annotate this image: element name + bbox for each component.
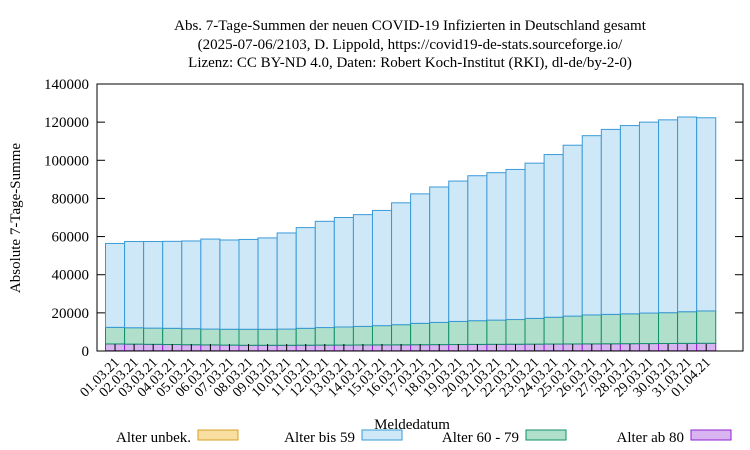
legend-label: Alter 60 - 79	[442, 430, 519, 446]
bar-alter-60-79-18.03.21	[429, 321, 450, 346]
bar-alter-bis-59-31.03.21	[677, 116, 698, 313]
bar-alter-60-79-06.03.21	[200, 328, 221, 346]
legend-swatch	[197, 429, 239, 441]
bar-alter-60-79-14.03.21	[352, 325, 373, 346]
bar-alter-60-79-13.03.21	[333, 326, 354, 346]
bar-alter-60-79-21.03.21	[486, 319, 507, 345]
bar-alter-60-79-25.03.21	[562, 315, 583, 345]
bar-alter-60-79-29.03.21	[638, 312, 660, 345]
legend-swatch	[361, 429, 403, 441]
bar-alter-60-79-26.03.21	[581, 314, 602, 345]
bar-alter-60-79-30.03.21	[658, 312, 679, 344]
bar-alter-bis-59-28.03.21	[619, 125, 640, 315]
y-axis-label: Absolute 7-Tage-Summe	[8, 143, 24, 294]
y-tick-label: 40000	[52, 268, 90, 284]
bar-alter-60-79-28.03.21	[619, 313, 640, 345]
bar-alter-bis-59-19.03.21	[448, 180, 469, 322]
bar-alter-bis-59-20.03.21	[467, 175, 488, 322]
bar-alter-60-79-08.03.21	[238, 328, 259, 346]
bar-alter-bis-59-06.03.21	[200, 238, 221, 330]
bar-alter-60-79-12.03.21	[314, 327, 335, 346]
bar-alter-60-79-19.03.21	[448, 320, 469, 346]
bar-alter-60-79-09.03.21	[257, 328, 278, 346]
bar-alter-bis-59-27.03.21	[600, 128, 621, 315]
legend-swatch	[525, 429, 567, 441]
bar-alter-60-79-01.04.21	[696, 310, 717, 344]
x-axis-label: Meldedatum	[374, 417, 450, 433]
bar-alter-bis-59-13.03.21	[333, 217, 354, 328]
bar-alter-bis-59-24.03.21	[543, 154, 564, 318]
bar-alter-bis-59-23.03.21	[524, 162, 545, 319]
bar-alter-bis-59-01.04.21	[696, 117, 717, 312]
bar-alter-60-79-31.03.21	[677, 311, 698, 344]
bar-alter-60-79-11.03.21	[295, 327, 316, 346]
bar-alter-60-79-07.03.21	[219, 328, 240, 346]
bar-alter-60-79-10.03.21	[276, 328, 297, 346]
legend-swatch	[690, 429, 732, 441]
bar-alter-bis-59-25.03.21	[562, 144, 583, 317]
bar-alter-bis-59-04.03.21	[162, 240, 183, 329]
legend-label: Alter bis 59	[284, 430, 355, 446]
bar-alter-bis-59-08.03.21	[238, 238, 259, 330]
bar-alter-60-79-22.03.21	[505, 319, 526, 345]
bar-alter-bis-59-03.03.21	[143, 241, 164, 329]
bar-alter-bis-59-30.03.21	[658, 119, 679, 314]
bar-alter-60-79-04.03.21	[162, 327, 183, 346]
bar-alter-bis-59-05.03.21	[181, 240, 202, 330]
chart-title-line-2: (2025-07-06/2103, D. Lippold, https://co…	[198, 37, 623, 53]
y-tick-label: 140000	[44, 77, 89, 93]
bar-alter-bis-59-10.03.21	[276, 232, 297, 330]
legend-label: Alter unbek.	[116, 430, 191, 446]
y-tick-label: 80000	[52, 191, 90, 207]
bar-alter-bis-59-21.03.21	[486, 172, 507, 321]
bar-alter-60-79-03.03.21	[143, 327, 164, 345]
y-tick-label: 60000	[52, 230, 90, 246]
bar-alter-bis-59-18.03.21	[429, 186, 450, 323]
bar-alter-60-79-20.03.21	[467, 320, 488, 345]
y-tick-label: 120000	[44, 115, 89, 131]
bar-alter-60-79-17.03.21	[410, 322, 431, 346]
bar-alter-60-79-23.03.21	[524, 317, 545, 345]
chart-title-line-3: Lizenz: CC BY-ND 4.0, Daten: Robert Koch…	[188, 55, 632, 71]
bar-alter-bis-59-29.03.21	[638, 121, 660, 314]
y-tick-label: 100000	[44, 153, 89, 169]
bar-alter-60-79-27.03.21	[600, 313, 621, 345]
bar-alter-bis-59-14.03.21	[352, 214, 373, 327]
chart-title: Abs. 7-Tage-Summen der neuen COVID-19 In…	[174, 18, 647, 71]
chart-title-line-1: Abs. 7-Tage-Summen der neuen COVID-19 In…	[174, 18, 647, 34]
legend: Alter unbek. Alter bis 59 Alter 60 - 79 Alt…	[116, 429, 732, 446]
bar-alter-bis-59-12.03.21	[314, 220, 335, 329]
bar-alter-bis-59-26.03.21	[581, 135, 602, 316]
bar-alter-bis-59-02.03.21	[124, 241, 145, 329]
bar-alter-60-79-24.03.21	[543, 316, 564, 345]
y-tick-label: 20000	[52, 306, 90, 322]
bar-alter-60-79-15.03.21	[371, 325, 393, 346]
bar-alter-bis-59-15.03.21	[371, 209, 393, 327]
bar-alter-60-79-16.03.21	[391, 324, 412, 346]
bar-alter-bis-59-17.03.21	[410, 193, 431, 324]
bar-alter-60-79-05.03.21	[181, 328, 202, 346]
bar-area	[105, 116, 717, 352]
bar-alter-bis-59-22.03.21	[505, 168, 526, 321]
bar-alter-bis-59-11.03.21	[295, 227, 316, 329]
legend-label: Alter ab 80	[617, 430, 684, 446]
y-tick-label: 0	[82, 344, 90, 360]
bar-alter-bis-59-09.03.21	[257, 237, 278, 330]
bar-alter-bis-59-01.03.21	[105, 242, 126, 328]
bar-alter-bis-59-07.03.21	[219, 239, 240, 330]
bar-alter-60-79-01.03.21	[105, 326, 126, 345]
bar-alter-bis-59-16.03.21	[391, 202, 412, 326]
bar-alter-60-79-02.03.21	[124, 327, 145, 345]
